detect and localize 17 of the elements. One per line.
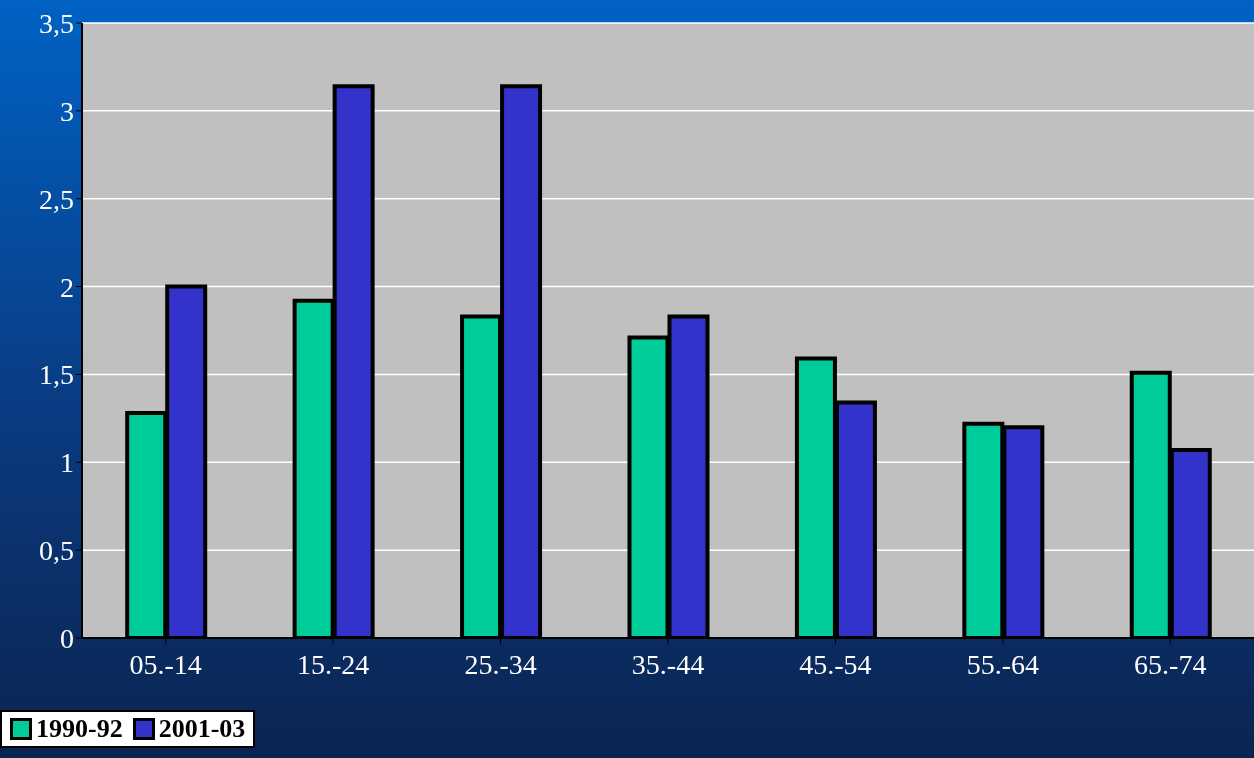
y-tick-label: 2,5 xyxy=(39,183,74,215)
x-tick-label: 45.-54 xyxy=(799,648,872,680)
x-tick-label: 25.-34 xyxy=(464,648,537,680)
y-tick-label: 1,5 xyxy=(39,359,74,391)
x-tick-label: 05.-14 xyxy=(129,648,202,680)
y-tick-label: 3 xyxy=(60,95,74,127)
y-tick-label: 3,5 xyxy=(39,7,74,39)
legend-label: 1990-92 xyxy=(35,714,123,744)
x-tick-label: 35.-44 xyxy=(631,648,705,680)
y-tick-label: 0 xyxy=(60,622,74,654)
y-tick-label: 1 xyxy=(60,447,74,479)
x-tick-label: 15.-24 xyxy=(296,648,370,680)
legend-label: 2001-03 xyxy=(157,714,246,744)
y-tick-label: 2 xyxy=(60,271,74,303)
x-tick-label: 55.-64 xyxy=(966,648,1040,680)
y-tick-label: 0,5 xyxy=(39,535,74,567)
x-tick-label: 65.-74 xyxy=(1134,648,1207,680)
